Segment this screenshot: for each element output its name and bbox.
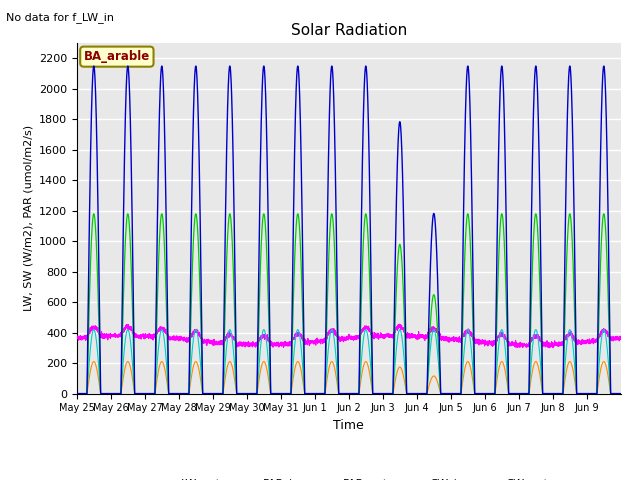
X-axis label: Time: Time — [333, 419, 364, 432]
Title: Solar Radiation: Solar Radiation — [291, 23, 407, 38]
Text: BA_arable: BA_arable — [84, 50, 150, 63]
Y-axis label: LW, SW (W/m2), PAR (umol/m2/s): LW, SW (W/m2), PAR (umol/m2/s) — [23, 125, 33, 312]
Legend: LW_out, PAR_in, PAR_out, SW_in, SW_out: LW_out, PAR_in, PAR_out, SW_in, SW_out — [145, 473, 552, 480]
Text: No data for f_LW_in: No data for f_LW_in — [6, 12, 115, 23]
